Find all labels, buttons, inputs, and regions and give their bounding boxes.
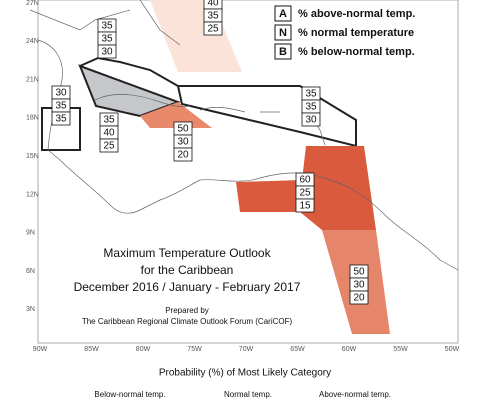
probability-value: 30: [55, 88, 67, 99]
probability-value: 25: [299, 188, 311, 199]
north-coast: [29, 0, 181, 46]
probability-value: 50: [177, 124, 189, 135]
cuba-coast: [94, 94, 191, 107]
legend-key-box: [274, 43, 292, 60]
longitude-label: 50W: [445, 346, 460, 353]
latitude-label: 12N: [26, 191, 39, 198]
longitude-label: 85W: [84, 346, 99, 353]
probability-value: 35: [305, 102, 317, 113]
map-title: December 2016 / January - February 2017: [74, 280, 301, 294]
legend-key-box: [274, 24, 292, 41]
probability-value: 30: [101, 47, 113, 58]
probability-cell: [349, 290, 369, 305]
probability-value: 40: [103, 128, 115, 139]
longitude-label: 55W: [393, 346, 408, 353]
probability-value: 20: [177, 150, 189, 161]
longitude-label: 65W: [290, 346, 305, 353]
legend-key: N: [279, 27, 287, 39]
longitude-label: 80W: [136, 346, 151, 353]
legend-label: % below-normal temp.: [298, 46, 415, 58]
scale-label: Normal temp.: [224, 390, 272, 399]
map-title: for the Caribbean: [141, 263, 234, 277]
probability-value: 35: [101, 21, 113, 32]
credit: Prepared by: [165, 306, 209, 315]
latitude-label: 21N: [26, 76, 39, 83]
probability-value: 30: [305, 115, 317, 126]
latitude-label: 9N: [26, 230, 35, 237]
probability-value: 30: [353, 280, 365, 291]
scale-label: Below-normal temp.: [94, 390, 165, 399]
probability-value: 25: [207, 24, 219, 35]
latitude-label: 6N: [26, 268, 35, 275]
credit: The Caribbean Regional Climate Outlook F…: [82, 317, 293, 326]
probability-cell: [51, 111, 71, 126]
probability-value: 35: [101, 34, 113, 45]
probability-value: 50: [353, 267, 365, 278]
probability-value: 25: [103, 141, 115, 152]
probability-value: 35: [103, 115, 115, 126]
probability-cell: [97, 44, 117, 59]
map-title: Maximum Temperature Outlook: [103, 246, 271, 260]
probability-value: 20: [353, 293, 365, 304]
probability-value: 60: [299, 175, 311, 186]
probability-cell: [203, 21, 223, 36]
probability-cell: [99, 138, 119, 153]
legend-key: B: [279, 46, 287, 58]
probability-value: 35: [55, 101, 67, 112]
longitude-label: 90W: [33, 346, 48, 353]
probability-value: 35: [207, 11, 219, 22]
latitude-label: 18N: [26, 115, 39, 122]
latitude-label: 15N: [26, 153, 39, 160]
probability-value: 30: [177, 137, 189, 148]
probability-cell: [295, 198, 315, 213]
region-border: [79, 56, 179, 87]
latitude-label: 24N: [26, 38, 39, 45]
probability-value: 35: [55, 114, 67, 125]
legend-key: A: [279, 8, 287, 20]
probability-value: 40: [207, 0, 219, 9]
longitude-label: 75W: [187, 346, 202, 353]
probability-value: 35: [305, 89, 317, 100]
scale-title: Probability (%) of Most Likely Category: [159, 368, 331, 379]
latitude-label: 3N: [26, 306, 35, 313]
longitude-label: 60W: [342, 346, 357, 353]
legend-label: % above-normal temp.: [298, 8, 415, 20]
longitude-label: 70W: [239, 346, 254, 353]
legend-key-box: [274, 5, 292, 22]
region-jamaica: [140, 102, 212, 128]
latitude-label: 27N: [26, 0, 39, 7]
probability-value: 15: [299, 201, 311, 212]
probability-cell: [173, 147, 193, 162]
scale-label: Above-normal temp.: [319, 390, 391, 399]
legend-label: % normal temperature: [298, 27, 414, 39]
probability-cell: [301, 112, 321, 127]
